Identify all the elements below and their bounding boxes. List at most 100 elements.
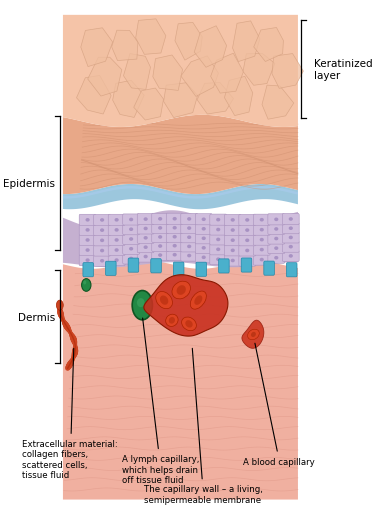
Polygon shape [262, 86, 294, 120]
FancyBboxPatch shape [108, 225, 125, 236]
Ellipse shape [187, 218, 191, 221]
FancyBboxPatch shape [210, 224, 227, 236]
Ellipse shape [144, 227, 148, 231]
Polygon shape [233, 22, 260, 63]
FancyBboxPatch shape [181, 232, 197, 243]
Ellipse shape [187, 236, 191, 240]
FancyBboxPatch shape [268, 252, 285, 264]
Polygon shape [272, 54, 303, 89]
Ellipse shape [245, 219, 249, 222]
Ellipse shape [100, 219, 104, 222]
Ellipse shape [251, 332, 256, 337]
FancyBboxPatch shape [94, 215, 110, 226]
Ellipse shape [216, 218, 220, 222]
Ellipse shape [231, 239, 235, 242]
Ellipse shape [129, 218, 133, 222]
Ellipse shape [216, 238, 220, 242]
Polygon shape [254, 29, 283, 63]
Ellipse shape [82, 279, 91, 292]
Ellipse shape [185, 321, 193, 328]
FancyBboxPatch shape [286, 263, 297, 277]
FancyBboxPatch shape [137, 214, 154, 225]
FancyBboxPatch shape [123, 253, 140, 265]
Polygon shape [164, 83, 197, 118]
FancyBboxPatch shape [224, 256, 241, 267]
Ellipse shape [182, 318, 196, 331]
Ellipse shape [172, 227, 177, 230]
Ellipse shape [202, 218, 206, 221]
FancyBboxPatch shape [268, 234, 285, 245]
FancyBboxPatch shape [108, 245, 125, 256]
Polygon shape [113, 81, 144, 118]
Ellipse shape [245, 259, 249, 263]
FancyBboxPatch shape [268, 243, 285, 254]
FancyBboxPatch shape [94, 256, 110, 267]
FancyBboxPatch shape [195, 224, 212, 235]
Ellipse shape [245, 249, 249, 253]
Ellipse shape [144, 255, 148, 259]
FancyBboxPatch shape [268, 224, 285, 235]
Ellipse shape [114, 229, 119, 232]
Polygon shape [63, 16, 298, 128]
Text: The capillary wall – a living,
semipermeable membrane: The capillary wall – a living, semiperme… [144, 349, 263, 504]
FancyBboxPatch shape [239, 235, 256, 246]
Ellipse shape [289, 245, 293, 249]
FancyBboxPatch shape [94, 225, 110, 236]
Ellipse shape [274, 228, 278, 231]
FancyBboxPatch shape [137, 223, 154, 235]
FancyBboxPatch shape [224, 215, 241, 226]
FancyBboxPatch shape [128, 259, 139, 273]
FancyBboxPatch shape [123, 214, 140, 225]
Ellipse shape [231, 259, 235, 263]
Polygon shape [81, 29, 113, 67]
Ellipse shape [177, 286, 186, 295]
Ellipse shape [158, 236, 162, 239]
FancyBboxPatch shape [152, 214, 169, 225]
Text: Dermis: Dermis [18, 312, 55, 322]
FancyBboxPatch shape [152, 232, 169, 243]
Ellipse shape [137, 298, 145, 307]
Ellipse shape [156, 292, 172, 309]
Ellipse shape [231, 219, 235, 222]
Polygon shape [63, 211, 298, 268]
Ellipse shape [114, 218, 119, 222]
FancyBboxPatch shape [137, 233, 154, 244]
Ellipse shape [187, 254, 191, 258]
Polygon shape [211, 54, 243, 94]
Polygon shape [194, 27, 227, 68]
Ellipse shape [158, 254, 162, 258]
FancyBboxPatch shape [108, 215, 125, 226]
FancyBboxPatch shape [239, 245, 256, 257]
Polygon shape [63, 116, 298, 195]
FancyBboxPatch shape [253, 235, 270, 246]
Ellipse shape [248, 329, 259, 340]
FancyBboxPatch shape [253, 244, 270, 256]
FancyBboxPatch shape [79, 255, 96, 266]
Ellipse shape [172, 281, 190, 299]
Ellipse shape [129, 247, 133, 251]
Ellipse shape [289, 254, 293, 258]
FancyBboxPatch shape [224, 235, 241, 246]
FancyBboxPatch shape [241, 259, 252, 272]
FancyBboxPatch shape [224, 225, 241, 236]
FancyBboxPatch shape [253, 224, 270, 236]
FancyBboxPatch shape [282, 214, 299, 225]
Ellipse shape [114, 249, 119, 252]
FancyBboxPatch shape [224, 245, 241, 257]
FancyBboxPatch shape [137, 251, 154, 263]
Ellipse shape [172, 253, 177, 257]
FancyBboxPatch shape [108, 235, 125, 246]
FancyBboxPatch shape [282, 251, 299, 262]
Ellipse shape [231, 249, 235, 252]
FancyBboxPatch shape [210, 244, 227, 256]
FancyBboxPatch shape [282, 242, 299, 253]
Ellipse shape [129, 238, 133, 241]
Ellipse shape [158, 217, 162, 221]
Polygon shape [123, 54, 150, 90]
FancyBboxPatch shape [181, 223, 197, 234]
FancyBboxPatch shape [166, 232, 183, 243]
Ellipse shape [260, 258, 264, 262]
Polygon shape [63, 261, 298, 499]
Ellipse shape [144, 237, 148, 240]
FancyBboxPatch shape [108, 255, 125, 266]
